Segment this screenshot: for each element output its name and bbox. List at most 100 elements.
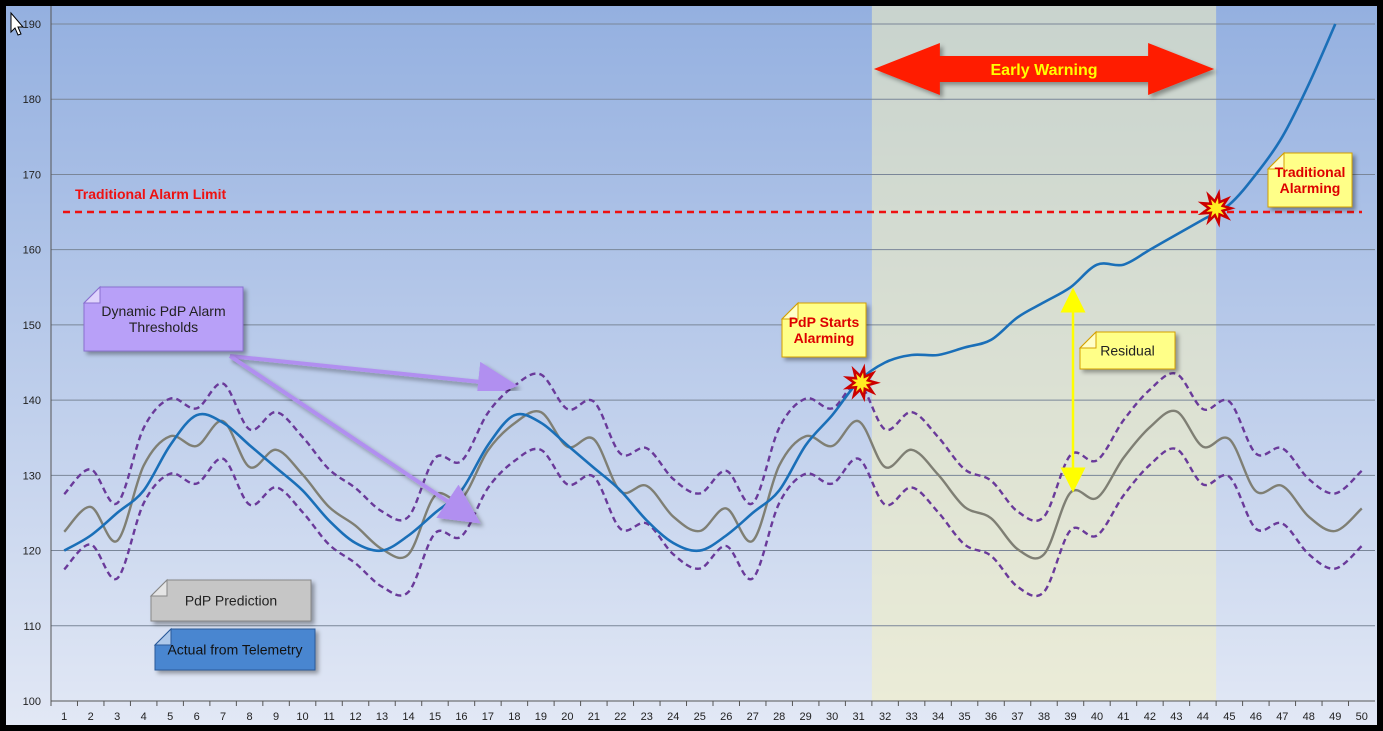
x-tick-label: 4 [141,711,147,723]
x-tick-label: 5 [167,711,173,723]
x-tick-label: 17 [482,711,494,723]
y-tick-label: 190 [23,19,41,31]
x-tick-label: 39 [1064,711,1076,723]
x-tick-label: 43 [1170,711,1182,723]
traditional-note-text: Alarming [1280,180,1341,196]
prediction-note: PdP Prediction [149,578,312,622]
y-tick-label: 170 [23,169,41,181]
series-line-dynamic-pdp-alarm-thresholds-upper [63,372,1363,522]
x-tick-label: 37 [1011,711,1023,723]
x-tick-label: 9 [273,711,279,723]
x-tick-label: 46 [1250,711,1262,723]
x-tick-label: 27 [747,711,759,723]
x-tick-label: 15 [429,711,441,723]
traditional-alarm-burst-icon [1197,188,1236,228]
x-tick-label: 48 [1303,711,1315,723]
series-layer [63,23,1363,598]
thresholds-note-text: Dynamic PdP Alarm [101,303,225,319]
x-tick-label: 38 [1038,711,1050,723]
x-tick-label: 19 [535,711,547,723]
alarm-limit-label: Traditional Alarm Limit [75,186,227,202]
x-tick-label: 22 [614,711,626,723]
series-line-dynamic-pdp-alarm-thresholds-lower [63,447,1363,598]
thresholds-note-fold [82,285,101,304]
actual-note: Actual from Telemetry [153,627,316,671]
x-tick-label: 11 [323,711,334,723]
y-tick-label: 150 [23,320,41,332]
x-tick-label: 34 [932,711,944,723]
pdp-starts-note-text: PdP Starts [789,314,860,330]
y-tick-label: 180 [23,94,41,106]
x-tick-label: 1 [61,711,67,723]
y-tick-label: 140 [23,395,41,407]
x-tick-label: 41 [1117,711,1129,723]
x-tick-label: 44 [1197,711,1209,723]
y-axis-ticks: 100 110 120 130 140 150 160 170 180 190 [23,19,41,708]
early-warning-arrow-shape [873,43,1215,95]
series-line-pdp-prediction [63,409,1363,560]
traditional-note-text: Traditional [1275,164,1346,180]
y-tick-label: 100 [23,696,41,708]
x-tick-label: 50 [1356,711,1368,723]
x-tick-label: 8 [247,711,253,723]
x-tick-label: 31 [853,711,865,723]
residual-note: Residual [1078,330,1176,370]
y-tick-label: 120 [23,546,41,558]
actual-note-text: Actual from Telemetry [167,641,302,657]
x-tick-label: 10 [296,711,308,723]
x-tick-label: 12 [349,711,361,723]
traditional-note-fold [1266,151,1285,170]
x-tick-label: 18 [508,711,520,723]
threshold-pointer-lower [228,354,481,524]
x-tick-label: 40 [1091,711,1103,723]
x-tick-label: 49 [1329,711,1341,723]
mouse-cursor-icon [10,11,25,36]
y-tick-label: 160 [23,245,41,257]
x-tick-label: 45 [1223,711,1235,723]
thresholds-note-text: Thresholds [129,319,198,335]
y-tick-label: 130 [23,470,41,482]
x-tick-label: 33 [905,711,917,723]
x-tick-label: 14 [402,711,414,723]
x-tick-label: 25 [694,711,706,723]
x-tick-label: 20 [561,711,573,723]
x-tick-label: 3 [114,711,120,723]
x-tick-label: 23 [641,711,653,723]
x-tick-label: 13 [376,711,388,723]
actual-note-fold [153,627,172,646]
prediction-note-text: PdP Prediction [185,592,277,608]
x-tick-label: 28 [773,711,785,723]
x-tick-label: 7 [220,711,226,723]
series-line-actual-from-telemetry [63,23,1337,553]
x-tick-label: 30 [826,711,838,723]
pdp-alarm-burst-icon [842,363,881,403]
early-warning-label: Early Warning [991,62,1098,79]
x-tick-label: 32 [879,711,891,723]
x-tick-label: 16 [455,711,467,723]
y-tick-label: 110 [23,621,41,633]
x-tick-label: 36 [985,711,997,723]
pdp-starts-note-text: Alarming [794,330,855,346]
x-tick-label: 29 [800,711,812,723]
early-warning-arrow: Early Warning [873,43,1215,95]
x-tick-label: 2 [88,711,94,723]
x-tick-label: 26 [720,711,732,723]
x-tick-label: 47 [1276,711,1288,723]
x-tick-label: 42 [1144,711,1156,723]
prediction-note-fold [149,578,168,597]
x-tick-label: 21 [588,711,600,723]
pdp-starts-note-fold [780,301,799,320]
x-tick-label: 24 [667,711,679,723]
residual-note-text: Residual [1100,342,1154,358]
x-tick-label: 6 [194,711,200,723]
x-tick-label: 35 [958,711,970,723]
grid-lines [50,6,1375,702]
threshold-pointer-upper [229,354,518,402]
x-axis-ticks: 1 2 3 4 5 6 7 8 9 10 11 12 13 14 15 16 17 18 19 20 21 22 23 24 2… [50,701,1368,723]
